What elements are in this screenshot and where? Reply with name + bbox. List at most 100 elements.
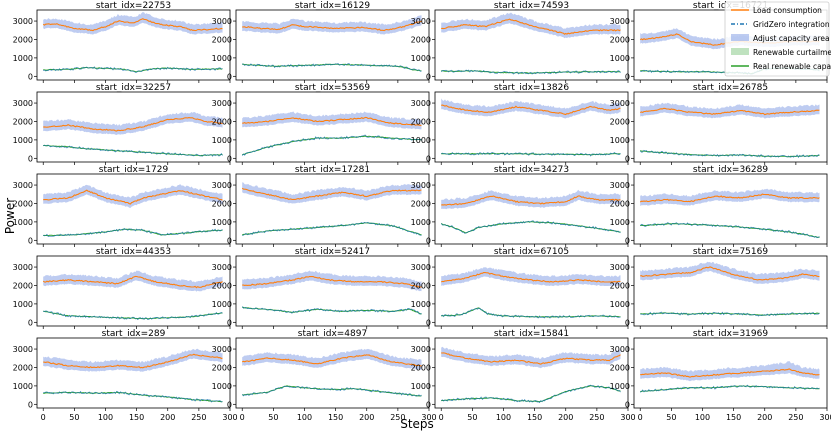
y-tick-label: 0 [426, 72, 431, 81]
x-tick-label: 150 [328, 413, 343, 422]
subplot: start_idx=36289 0 1000 2000 3000 [610, 165, 828, 247]
y-tick-label: 3000 [610, 345, 630, 354]
subplot: start_idx=44353 0 1000 2000 3000 [13, 247, 231, 329]
gridzero-line [440, 220, 621, 234]
y-tick-label: 2000 [212, 35, 232, 44]
y-tick-label: 0 [28, 154, 33, 163]
legend-capacity-text: Adjust capacity area [753, 34, 830, 43]
capacity-band [441, 189, 621, 210]
y-tick-label: 0 [426, 400, 431, 409]
subplot: start_idx=67105 0 1000 2000 3000 [411, 247, 629, 329]
subplot-title: start_idx=32257 [96, 83, 171, 93]
y-tick-label: 1000 [212, 136, 232, 145]
capacity-band [43, 270, 223, 292]
legend-curtail-text: Renewable curtailment [753, 48, 831, 57]
load-line [43, 189, 223, 205]
y-tick-label: 1000 [411, 382, 431, 391]
subplot-title: start_idx=52417 [295, 247, 370, 257]
subplot-title: start_idx=53569 [295, 83, 370, 93]
load-line [43, 117, 223, 132]
x-axis-label: Steps [400, 417, 434, 431]
y-tick-label: 3000 [212, 99, 232, 108]
gridzero-line [43, 310, 223, 321]
subplot-title: start_idx=17281 [295, 165, 370, 175]
renewable-line [242, 385, 422, 397]
y-tick-label: 0 [625, 236, 630, 245]
y-tick-label: 1000 [13, 300, 33, 309]
y-tick-label: 3000 [13, 181, 33, 190]
subplot-frame [434, 91, 629, 163]
y-tick-label: 0 [28, 72, 33, 81]
subplot: start_idx=1729 0 1000 2000 3000 [13, 165, 231, 247]
y-tick-label: 2000 [13, 281, 33, 290]
y-tick-label: 2000 [411, 363, 431, 372]
y-tick-label: 1000 [610, 300, 630, 309]
subplot-title: start_idx=13826 [494, 83, 569, 93]
gridzero-line [640, 311, 820, 317]
subplot-title: start_idx=36289 [693, 165, 768, 175]
subplot: start_idx=52417 0 1000 2000 3000 [212, 247, 430, 329]
subplot-title: start_idx=16129 [295, 1, 370, 11]
legend-curtail-patch [731, 48, 749, 55]
legend-capacity-patch [731, 34, 749, 41]
subplot-frame [235, 337, 430, 409]
gridzero-line [639, 222, 820, 239]
x-tick-label: 100 [496, 413, 511, 422]
y-tick-label: 2000 [411, 117, 431, 126]
legend-frame [724, 1, 830, 77]
load-line [441, 18, 621, 35]
subplot-frame [434, 255, 629, 327]
subplot-title: start_idx=289 [102, 329, 166, 339]
subplot-title: start_idx=75169 [693, 247, 768, 257]
y-tick-label: 2000 [411, 281, 431, 290]
subplot: start_idx=75169 0 1000 2000 3000 [610, 247, 828, 329]
load-line [640, 266, 820, 281]
capacity-band [43, 184, 223, 208]
x-tick-label: 300 [819, 413, 831, 422]
y-tick-label: 3000 [610, 17, 630, 26]
subplot: start_idx=34273 0 1000 2000 3000 [411, 165, 629, 247]
y-tick-label: 0 [625, 154, 630, 163]
y-axis-label: Power [3, 198, 17, 234]
capacity-band [640, 102, 820, 119]
subplot-title: start_idx=15841 [494, 329, 569, 339]
y-tick-label: 1000 [13, 136, 33, 145]
load-line [441, 271, 621, 283]
load-line [242, 116, 422, 126]
y-tick-label: 3000 [411, 17, 431, 26]
y-tick-label: 3000 [13, 17, 33, 26]
subplot-frame [235, 255, 430, 327]
y-tick-label: 2000 [411, 35, 431, 44]
y-tick-label: 0 [625, 318, 630, 327]
y-tick-label: 1000 [212, 382, 232, 391]
y-tick-label: 3000 [411, 345, 431, 354]
y-tick-label: 1000 [610, 136, 630, 145]
y-tick-label: 2000 [13, 35, 33, 44]
subplot-title: start_idx=44353 [96, 247, 171, 257]
y-tick-label: 3000 [610, 99, 630, 108]
load-line [242, 20, 422, 32]
subplot-frame [36, 173, 231, 245]
x-tick-label: 200 [558, 413, 573, 422]
y-tick-label: 1000 [610, 218, 630, 227]
y-tick-label: 3000 [212, 17, 232, 26]
gridzero-line [241, 386, 422, 397]
y-tick-label: 2000 [610, 199, 630, 208]
y-tick-label: 2000 [13, 117, 33, 126]
load-line [640, 368, 820, 378]
x-tick-label: 100 [297, 413, 312, 422]
subplot-title: start_idx=34273 [494, 165, 569, 175]
y-tick-label: 0 [625, 400, 630, 409]
subplot-frame [36, 91, 231, 163]
legend-gridzero-text: GridZero integration [753, 20, 830, 29]
y-tick-label: 1000 [212, 218, 232, 227]
subplot-frame [633, 255, 828, 327]
subplot-title: start_idx=26785 [693, 83, 768, 93]
gridzero-line [242, 221, 422, 236]
y-tick-label: 0 [28, 318, 33, 327]
gridzero-line [43, 66, 223, 73]
